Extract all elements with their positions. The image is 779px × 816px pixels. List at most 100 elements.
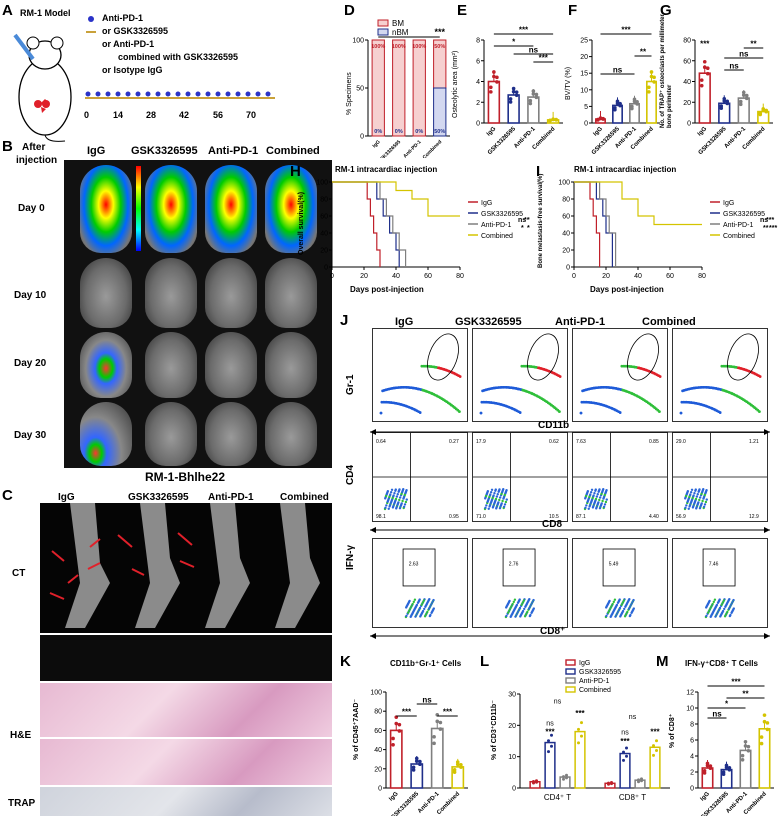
event-dot (516, 387, 520, 391)
legend-label: IgG (723, 200, 734, 207)
y-tick-label: 12 (686, 690, 694, 697)
event-dot (579, 411, 583, 415)
timeline-tick-70: 70 (246, 110, 257, 120)
event-dot (721, 388, 724, 392)
data-point (618, 101, 622, 106)
event-dot (717, 600, 720, 603)
sig-label: ns (529, 46, 539, 55)
event-dot (397, 489, 401, 492)
event-dot (393, 502, 396, 505)
data-point (492, 74, 496, 79)
bm-percent: 100% (371, 44, 385, 50)
data-point (762, 719, 767, 724)
event-dot (391, 401, 395, 405)
quadrant-q2: 0.27 (449, 439, 459, 445)
event-dot (514, 605, 517, 609)
data-point (418, 762, 422, 767)
event-dot (598, 496, 602, 499)
data-point (647, 90, 651, 94)
event-dot (700, 492, 703, 496)
survival-line (574, 181, 613, 267)
event-dot (396, 503, 399, 506)
event-dot (613, 598, 617, 601)
y-tick-label: 60 (683, 58, 691, 65)
f-ylabel: BV/TV (%) (565, 66, 572, 100)
event-dot (430, 392, 434, 395)
sig-label: ns (422, 696, 432, 705)
event-dot (728, 365, 732, 368)
event-dot (691, 401, 695, 405)
event-dot (498, 496, 502, 499)
x-tick-label: 40 (392, 273, 400, 280)
sig-label: ns (621, 730, 629, 737)
event-dot (598, 507, 602, 510)
data-point (613, 106, 617, 110)
quadrant-q4: 71.0 (476, 514, 486, 520)
legend-label: GSK3326595 (481, 211, 523, 218)
event-dot (498, 386, 502, 389)
event-dot (392, 494, 395, 497)
event-dot (389, 501, 393, 504)
j-group-gsk: GSK3326595 (455, 316, 522, 328)
event-dot (394, 386, 397, 390)
event-dot (379, 411, 383, 415)
event-dot (426, 610, 429, 614)
event-dot (428, 605, 432, 608)
event-dot (603, 493, 606, 497)
h-title: RM-1 intracardiac injection (335, 165, 438, 174)
flow-plot-r2-c3: 7.63 0.85 87.1 4.40 (572, 432, 668, 522)
event-dot (686, 490, 690, 493)
event-dot (608, 386, 612, 389)
event-dot (406, 405, 409, 408)
event-dot (511, 612, 514, 615)
event-dot (385, 504, 388, 507)
data-point (702, 769, 707, 773)
bm-percent: 100% (412, 44, 426, 50)
y-tick-label: 20 (580, 54, 588, 61)
y-tick-label: 2 (690, 770, 694, 777)
y-tick-label: 50 (356, 86, 364, 93)
event-dot (686, 500, 689, 503)
x-tick-label: 80 (698, 273, 706, 280)
y-tick-label: 20 (374, 766, 382, 773)
legend-swatch (565, 677, 576, 684)
y-tick-label: 0 (476, 121, 480, 128)
data-point (438, 720, 443, 725)
bli-mouse-comb-d30 (265, 402, 317, 466)
event-dot (689, 501, 693, 504)
event-dot (492, 494, 495, 497)
he-high-mag-panel (40, 739, 332, 785)
event-dot (623, 607, 626, 611)
data-point (615, 99, 620, 104)
bar (634, 779, 646, 789)
sig-label: ns (729, 62, 739, 71)
event-dot (517, 600, 520, 603)
event-dot (592, 494, 595, 497)
data-point (652, 75, 656, 80)
event-dot (716, 611, 719, 614)
data-point (705, 761, 710, 766)
bar (604, 782, 616, 789)
event-dot (745, 400, 748, 403)
y-tick-label: 0 (378, 786, 382, 793)
event-dot (688, 504, 692, 507)
event-dot (418, 598, 421, 601)
sig-label: * (512, 38, 516, 47)
y-tick-label: 5 (584, 104, 588, 111)
event-dot (612, 600, 615, 604)
event-dot (498, 507, 502, 510)
event-dot (400, 502, 403, 505)
event-dot (489, 491, 493, 494)
event-dot (414, 605, 417, 609)
event-dot (711, 602, 714, 606)
event-dot (510, 614, 513, 617)
event-dot (704, 491, 707, 494)
event-dot (502, 488, 505, 491)
event-dot (410, 614, 413, 617)
event-dot (602, 488, 605, 491)
data-point (622, 758, 625, 762)
j-row3-ylabel: IFN-γ (345, 545, 356, 570)
event-dot (702, 496, 706, 499)
sig-label: *** (575, 709, 585, 718)
data-point (554, 117, 558, 122)
